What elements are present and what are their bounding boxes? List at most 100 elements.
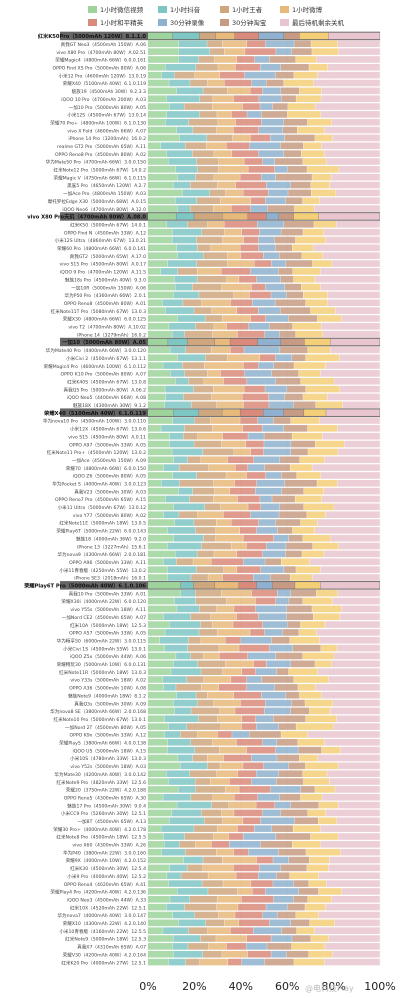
bar-segment — [178, 48, 210, 55]
bar-segment — [235, 64, 261, 71]
bar-segment — [160, 268, 178, 275]
bar-segment — [330, 534, 380, 542]
bar-segment — [243, 189, 269, 197]
bar-segment — [180, 582, 194, 589]
bar-segment — [275, 801, 291, 809]
bar-segment — [264, 432, 292, 440]
bar-segment — [250, 87, 263, 95]
bar-segment — [161, 848, 186, 856]
row-label: iPhone 14 Pro（3200mAh）16.0.2 — [68, 136, 146, 142]
x-tick-label: 20% — [182, 980, 206, 993]
bar-segment — [188, 377, 204, 385]
bar-segment — [148, 221, 167, 228]
bar-segment — [262, 911, 277, 919]
bar-segment — [325, 511, 380, 518]
bar-segment — [165, 385, 194, 393]
bar-segment — [173, 935, 201, 942]
bar-row: vivo Y77（5000mAh 80W）A.02 — [73, 511, 380, 519]
row-label: 红米Note11 Pro+（4500mAh 120W）13.0.2 — [47, 449, 146, 456]
legend-item: 1小时和平精英 — [88, 17, 143, 27]
bar-row: OPPO A96（5000mAh 33W）A.11 — [69, 558, 380, 566]
bar-segment — [219, 707, 235, 715]
bar-segment — [279, 503, 304, 511]
bar-segment — [210, 417, 240, 424]
row-label: iQOO Z5x（5000mAh 44W）A.06 — [70, 654, 146, 660]
row-label: realme GT2 Pro（5000mAh 65W）A.11 — [57, 144, 146, 150]
bar-row: 真我V23（5000mAh 30W）A.03 — [74, 487, 380, 495]
bar-segment — [273, 417, 291, 424]
bar-segment — [277, 527, 293, 534]
bar-segment — [278, 770, 303, 777]
bar-segment — [148, 40, 179, 48]
bar-row: realme GT2 Pro（5000mAh 65W）A.11 — [57, 142, 380, 150]
bar-segment — [194, 417, 211, 424]
bar-segment — [317, 519, 380, 526]
bar-segment — [166, 770, 190, 777]
bar-segment — [244, 346, 280, 354]
bar-segment — [195, 527, 216, 534]
bar-segment — [212, 103, 243, 110]
bar-segment — [176, 652, 191, 660]
bar-segment — [148, 323, 169, 330]
bar-segment — [226, 943, 246, 950]
bar-segment — [189, 895, 218, 903]
bar-segment — [332, 260, 380, 267]
bar-segment — [230, 346, 244, 354]
bar-segment — [253, 456, 280, 464]
bar-segment — [192, 150, 214, 157]
bar-segment — [292, 841, 321, 848]
bar-segment — [221, 268, 251, 275]
bar-segment — [148, 111, 167, 118]
bar-segment — [148, 32, 173, 40]
bar-segment — [245, 440, 264, 448]
bar-segment — [211, 307, 237, 314]
bar-segment — [148, 558, 164, 566]
bar-segment — [148, 338, 168, 346]
row-label: 华为P50 Pro（4360mAh 66W）2.0.1 — [65, 292, 147, 299]
bar-segment — [275, 652, 303, 660]
bar-segment — [218, 166, 248, 173]
bar-segment — [236, 739, 263, 746]
bar-segment — [230, 487, 255, 495]
bar-segment — [323, 330, 380, 338]
bar-segment — [195, 589, 222, 597]
bar-segment — [199, 605, 217, 613]
bar-segment — [200, 621, 213, 628]
bar-segment — [178, 786, 196, 793]
bar-segment — [223, 754, 252, 762]
bar-row: 一加Ace Pro（4800mAh 150W）A.03 — [63, 189, 380, 197]
bar-row: 红米Note11E（5000mAh 18W）13.0.5 — [59, 519, 380, 527]
bar-segment — [253, 927, 282, 934]
bar-segment — [224, 48, 245, 55]
bar-segment — [219, 746, 247, 754]
bar-segment — [218, 911, 235, 919]
bar-segment — [222, 817, 243, 825]
bar-row: OPPO Find N（4500mAh 33W）A.12 — [64, 228, 380, 236]
bar-segment — [324, 126, 380, 134]
bar-segment — [148, 958, 169, 966]
bar-row: 荣耀Magic V（4750mAh 66W）6.1.0.115 — [54, 173, 380, 181]
bar-segment — [173, 181, 191, 189]
bar-segment — [148, 668, 171, 675]
bar-segment — [224, 79, 252, 87]
bar-segment — [290, 464, 312, 471]
bar-segment — [226, 472, 247, 479]
bar-segment — [148, 385, 165, 393]
bar-segment — [234, 480, 257, 487]
bar-segment — [305, 385, 340, 393]
bar-segment — [178, 56, 199, 63]
bar-segment — [176, 213, 194, 220]
row-label: OPPO A36（5000mAh 10W）A.08 — [69, 686, 146, 692]
bar-segment — [201, 668, 223, 675]
bar-segment — [317, 480, 338, 487]
bar-segment — [305, 715, 337, 723]
bar-segment — [197, 511, 224, 518]
bar-segment — [179, 134, 207, 142]
bar-segment — [148, 79, 169, 87]
row-label: 红米Note9（5000mAh 18W）12.5.3 — [65, 936, 146, 943]
bar-segment — [334, 377, 380, 385]
bar-row: 红米Note10 Pro（5000mAh 67W）13.0.1 — [53, 715, 380, 723]
bar-segment — [148, 660, 174, 668]
bar-segment — [274, 684, 298, 691]
bar-segment — [214, 150, 232, 157]
